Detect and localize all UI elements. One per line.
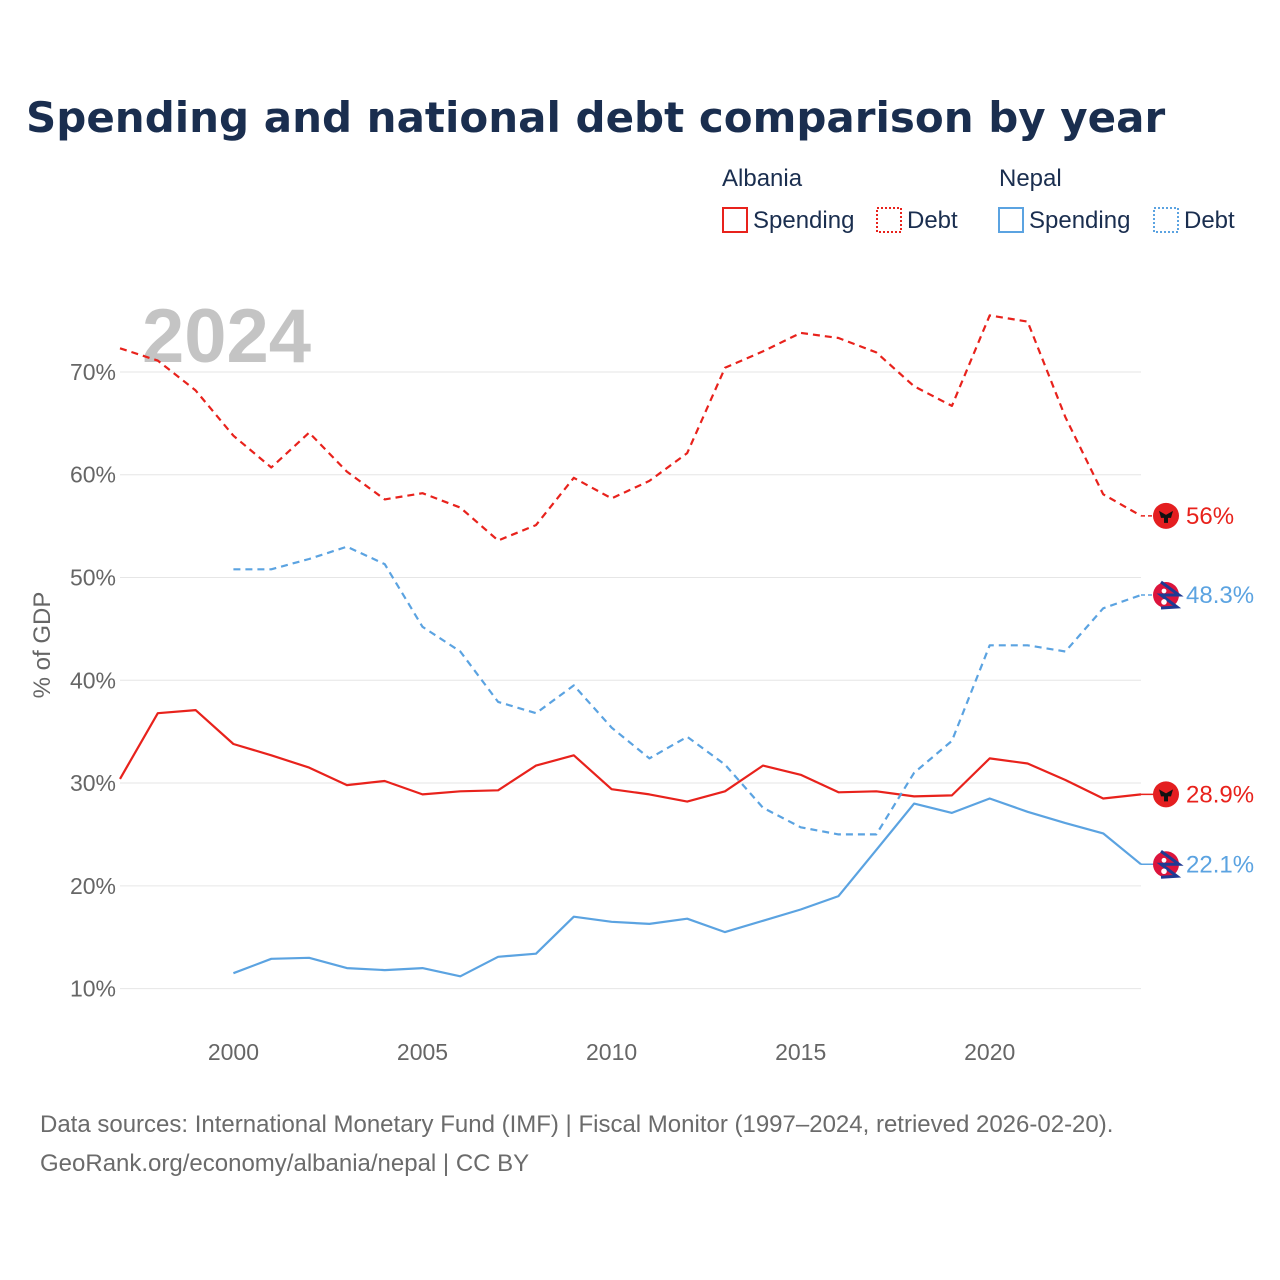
- x-tick-label: 2015: [775, 1039, 826, 1065]
- series-line-albania-debt: [119, 314, 1142, 542]
- gridlines: [120, 371, 1141, 990]
- y-tick-label: 50%: [70, 565, 116, 591]
- y-tick-label: 60%: [70, 462, 116, 488]
- legend-swatch-nepal-debt: [1153, 207, 1179, 233]
- nepal-moon-icon: [1161, 857, 1167, 863]
- legend-swatch-albania-debt: [876, 207, 902, 233]
- y-tick-label: 30%: [70, 770, 116, 796]
- series-lines: [119, 314, 1142, 978]
- nepal-sun-icon: [1161, 868, 1167, 875]
- x-axis: 2000 2005 2010 2015 2020: [208, 1039, 1015, 1065]
- x-tick-label: 2010: [586, 1039, 637, 1065]
- end-value-label: 48.3%: [1186, 582, 1254, 609]
- albania-eagle-icon: [1159, 789, 1173, 802]
- y-tick-label: 40%: [70, 667, 116, 693]
- end-value-label: 22.1%: [1186, 851, 1254, 878]
- footer-link: GeoRank.org/economy/albania/nepal | CC B…: [40, 1150, 529, 1177]
- y-tick-label: 20%: [70, 873, 116, 899]
- nepal-moon-icon: [1161, 588, 1167, 594]
- legend-label-albania-spending: Spending: [753, 207, 854, 234]
- legend-label-nepal-debt: Debt: [1184, 207, 1235, 234]
- end-markers: 56% 28.9% 48.3% 22.1%: [1141, 502, 1254, 879]
- x-tick-label: 2020: [964, 1039, 1015, 1065]
- legend-label-albania-debt: Debt: [907, 207, 958, 234]
- x-tick-label: 2000: [208, 1039, 259, 1065]
- y-tick-label: 10%: [70, 976, 116, 1002]
- series-line-nepal-spending: [233, 797, 1142, 978]
- footer-sources: Data sources: International Monetary Fun…: [40, 1111, 1113, 1138]
- y-axis: 10% 20% 30% 40% 50% 60% 70%: [70, 359, 116, 1002]
- legend-group-nepal: Nepal: [999, 165, 1062, 192]
- chart-title: Spending and national debt comparison by…: [26, 93, 1165, 142]
- nepal-flag-border-icon: [1156, 850, 1184, 879]
- legend-group-albania: Albania: [722, 165, 803, 192]
- legend-swatch-nepal-spending: [998, 207, 1024, 233]
- x-tick-label: 2005: [397, 1039, 448, 1065]
- year-watermark: 2024: [142, 294, 311, 379]
- series-line-nepal-debt: [233, 545, 1142, 836]
- legend-label-nepal-spending: Spending: [1029, 207, 1130, 234]
- legend-swatch-albania-spending: [722, 207, 748, 233]
- albania-eagle-icon: [1159, 510, 1173, 523]
- nepal-flag-border-icon: [1156, 580, 1184, 610]
- end-value-label: 56%: [1186, 503, 1234, 530]
- y-axis-label: % of GDP: [29, 592, 56, 699]
- legend: Albania Spending Debt Nepal Spending Deb…: [722, 165, 1235, 234]
- series-line-albania-spending: [119, 708, 1142, 803]
- end-value-label: 28.9%: [1186, 781, 1254, 808]
- y-tick-label: 70%: [70, 359, 116, 385]
- nepal-sun-icon: [1161, 599, 1167, 605]
